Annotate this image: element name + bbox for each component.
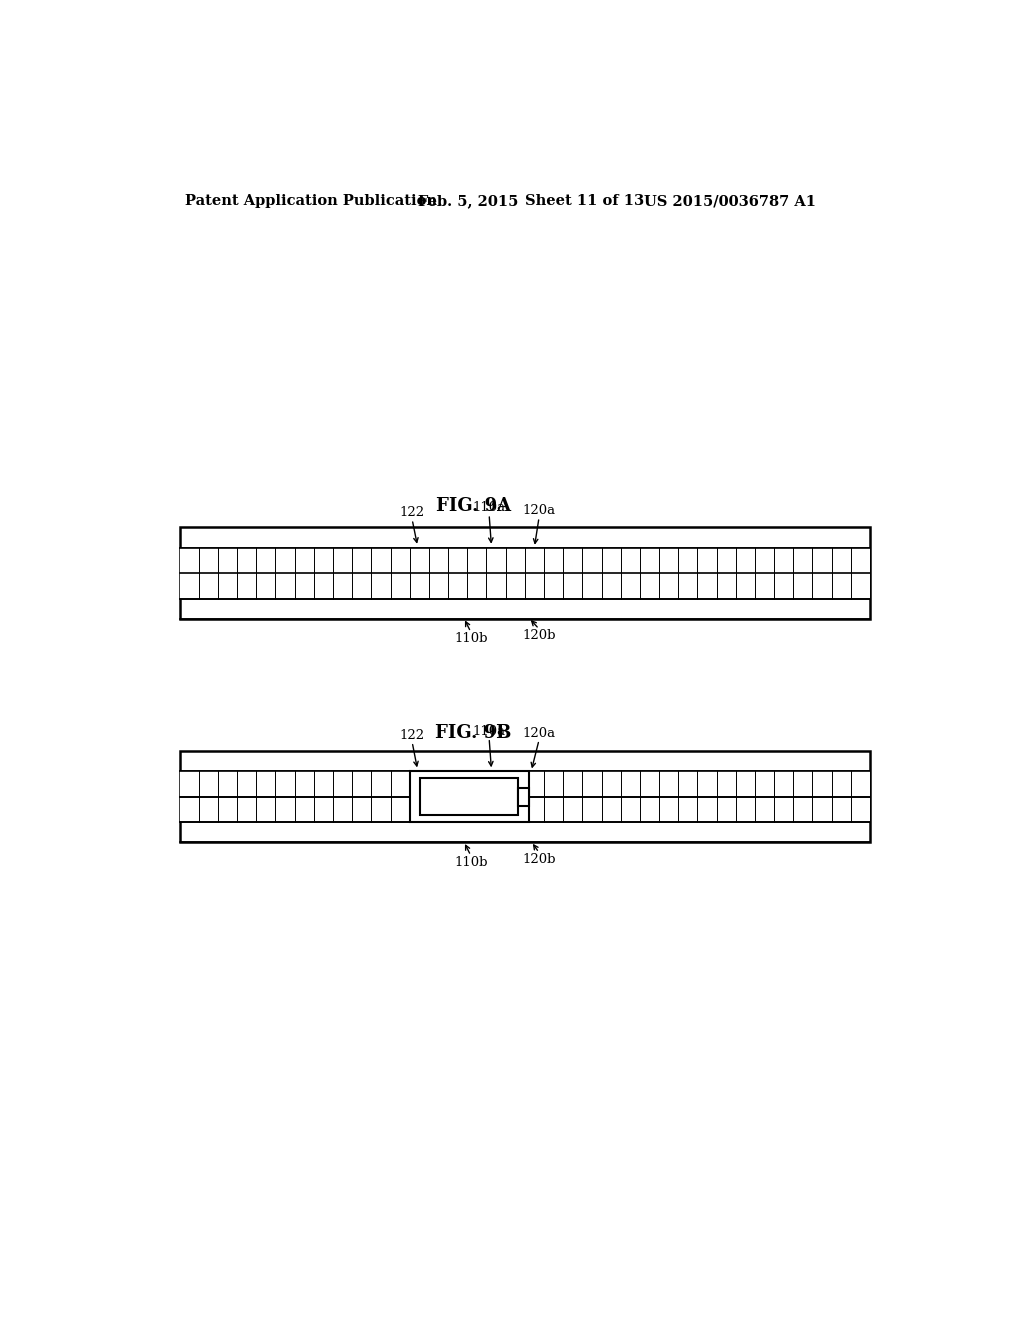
Text: Sheet 11 of 13: Sheet 11 of 13 xyxy=(524,194,644,209)
Bar xyxy=(518,788,528,805)
Bar xyxy=(410,771,528,822)
Text: Feb. 5, 2015: Feb. 5, 2015 xyxy=(418,194,518,209)
Text: Patent Application Publication: Patent Application Publication xyxy=(185,194,437,209)
Bar xyxy=(179,548,870,598)
Text: 110b: 110b xyxy=(454,632,487,645)
Text: 122: 122 xyxy=(399,729,425,742)
Text: 120b: 120b xyxy=(522,853,556,866)
Text: 110a: 110a xyxy=(472,725,506,738)
Bar xyxy=(420,779,518,814)
Bar xyxy=(179,751,870,842)
Bar xyxy=(179,528,870,619)
Text: FIG. 9A: FIG. 9A xyxy=(435,498,511,515)
Text: 120b: 120b xyxy=(522,630,556,642)
Text: 110b: 110b xyxy=(454,855,487,869)
Text: 120a: 120a xyxy=(522,727,556,739)
Text: FIG. 9B: FIG. 9B xyxy=(435,723,511,742)
Text: 122: 122 xyxy=(399,507,425,519)
Bar xyxy=(410,771,528,822)
Bar xyxy=(179,771,870,822)
Text: US 2015/0036787 A1: US 2015/0036787 A1 xyxy=(644,194,816,209)
Text: 120a: 120a xyxy=(522,504,556,517)
Text: 110a: 110a xyxy=(472,502,506,515)
